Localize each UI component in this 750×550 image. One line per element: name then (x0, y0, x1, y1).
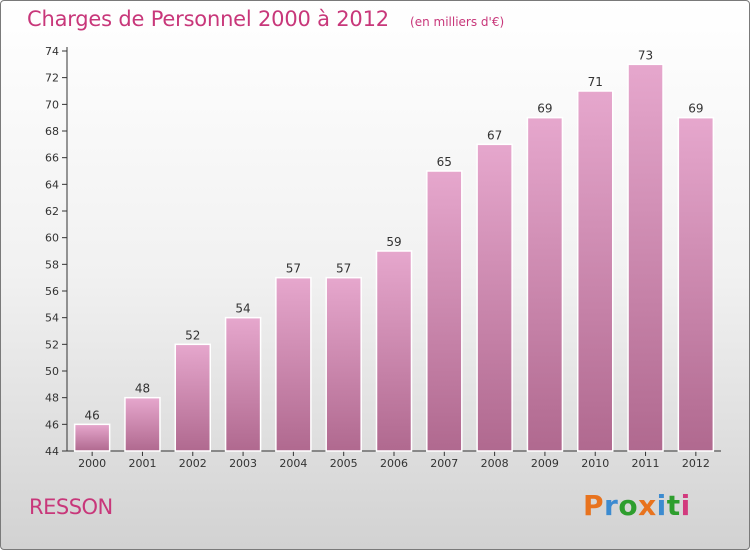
logo-letter: t (666, 489, 681, 522)
chart-title: Charges de Personnel 2000 à 2012 (27, 7, 389, 31)
bar-2003[interactable] (224, 316, 262, 452)
data-label-2002: 52 (185, 328, 200, 342)
x-tick-label-2010: 2010 (581, 457, 609, 470)
data-label-2011: 73 (638, 48, 653, 62)
y-tick-label: 60 (45, 232, 59, 245)
logo-letter: o (618, 489, 639, 522)
y-tick-label: 68 (45, 125, 59, 138)
y-tick-label: 52 (45, 338, 59, 351)
bar-2004[interactable] (275, 276, 312, 452)
bar-2007[interactable] (426, 170, 463, 452)
x-tick-label-2004: 2004 (279, 457, 307, 470)
bar-2006[interactable] (375, 250, 413, 452)
x-tick-label-2012: 2012 (682, 457, 710, 470)
bar-2005[interactable] (325, 276, 362, 452)
logo-letter: r (604, 489, 619, 522)
logo-letter: P (583, 489, 605, 522)
x-tick-label-2008: 2008 (481, 457, 509, 470)
y-tick-label: 44 (45, 445, 59, 458)
data-label-2000: 46 (85, 408, 100, 422)
x-axis: 2000 2001 2002 2003 2004 2005 2006 2007 2008 2009… (67, 450, 721, 470)
bar-2008[interactable] (476, 143, 513, 452)
logo-letter: i (656, 489, 667, 522)
proxiti-logo[interactable]: Proxiti (583, 489, 691, 522)
y-tick-label: 56 (45, 285, 59, 298)
bar-2000[interactable] (73, 423, 111, 452)
value-labels: 46 48 52 54 57 57 59 65 67 69 71 73 69 (85, 48, 704, 422)
x-tick-label-2011: 2011 (632, 457, 660, 470)
bar-2001[interactable] (124, 396, 161, 452)
logo-letter: i (680, 489, 691, 522)
data-label-2001: 48 (135, 382, 150, 396)
y-tick-label: 48 (45, 392, 59, 405)
y-tick-label: 72 (45, 72, 59, 85)
bar-2009[interactable] (526, 116, 564, 452)
x-tick-label-2003: 2003 (229, 457, 257, 470)
x-tick-label-2000: 2000 (78, 457, 106, 470)
data-label-2009: 69 (537, 102, 552, 116)
bar-2010[interactable] (576, 90, 614, 452)
y-tick-label: 50 (45, 365, 59, 378)
x-tick-label-2006: 2006 (380, 457, 408, 470)
data-label-2008: 67 (487, 128, 502, 142)
data-label-2012: 69 (688, 102, 703, 116)
data-label-2004: 57 (286, 262, 301, 276)
data-label-2005: 57 (336, 262, 351, 276)
logo-letter: x (638, 489, 657, 522)
x-tick-label-2007: 2007 (430, 457, 458, 470)
data-label-2007: 65 (437, 155, 452, 169)
y-tick-label: 62 (45, 205, 59, 218)
y-tick-label: 58 (45, 258, 59, 271)
bar-2012[interactable] (677, 116, 715, 452)
x-tick-label-2009: 2009 (531, 457, 559, 470)
y-tick-label: 74 (45, 45, 59, 58)
bar-2011[interactable] (627, 63, 664, 452)
chart-subtitle: (en milliers d'€) (410, 15, 505, 29)
y-tick-label: 46 (45, 418, 59, 431)
x-tick-label-2005: 2005 (330, 457, 358, 470)
commune-name: RESSON (29, 495, 113, 519)
data-label-2006: 59 (386, 235, 401, 249)
x-tick-label-2001: 2001 (128, 457, 156, 470)
data-label-2010: 71 (588, 75, 603, 89)
x-tick-label-2002: 2002 (179, 457, 207, 470)
y-tick-label: 64 (45, 178, 59, 191)
bar-2002[interactable] (174, 343, 212, 452)
title-row: Charges de Personnel 2000 à 2012 (en mil… (27, 7, 504, 31)
y-tick-label: 70 (45, 98, 59, 111)
data-label-2003: 54 (235, 302, 250, 316)
y-axis: 44 46 48 50 52 54 56 58 60 62 64 66 68 70 72 74 (45, 45, 68, 458)
y-tick-label: 54 (45, 312, 59, 325)
y-tick-label: 66 (45, 152, 59, 165)
bars (73, 63, 715, 452)
